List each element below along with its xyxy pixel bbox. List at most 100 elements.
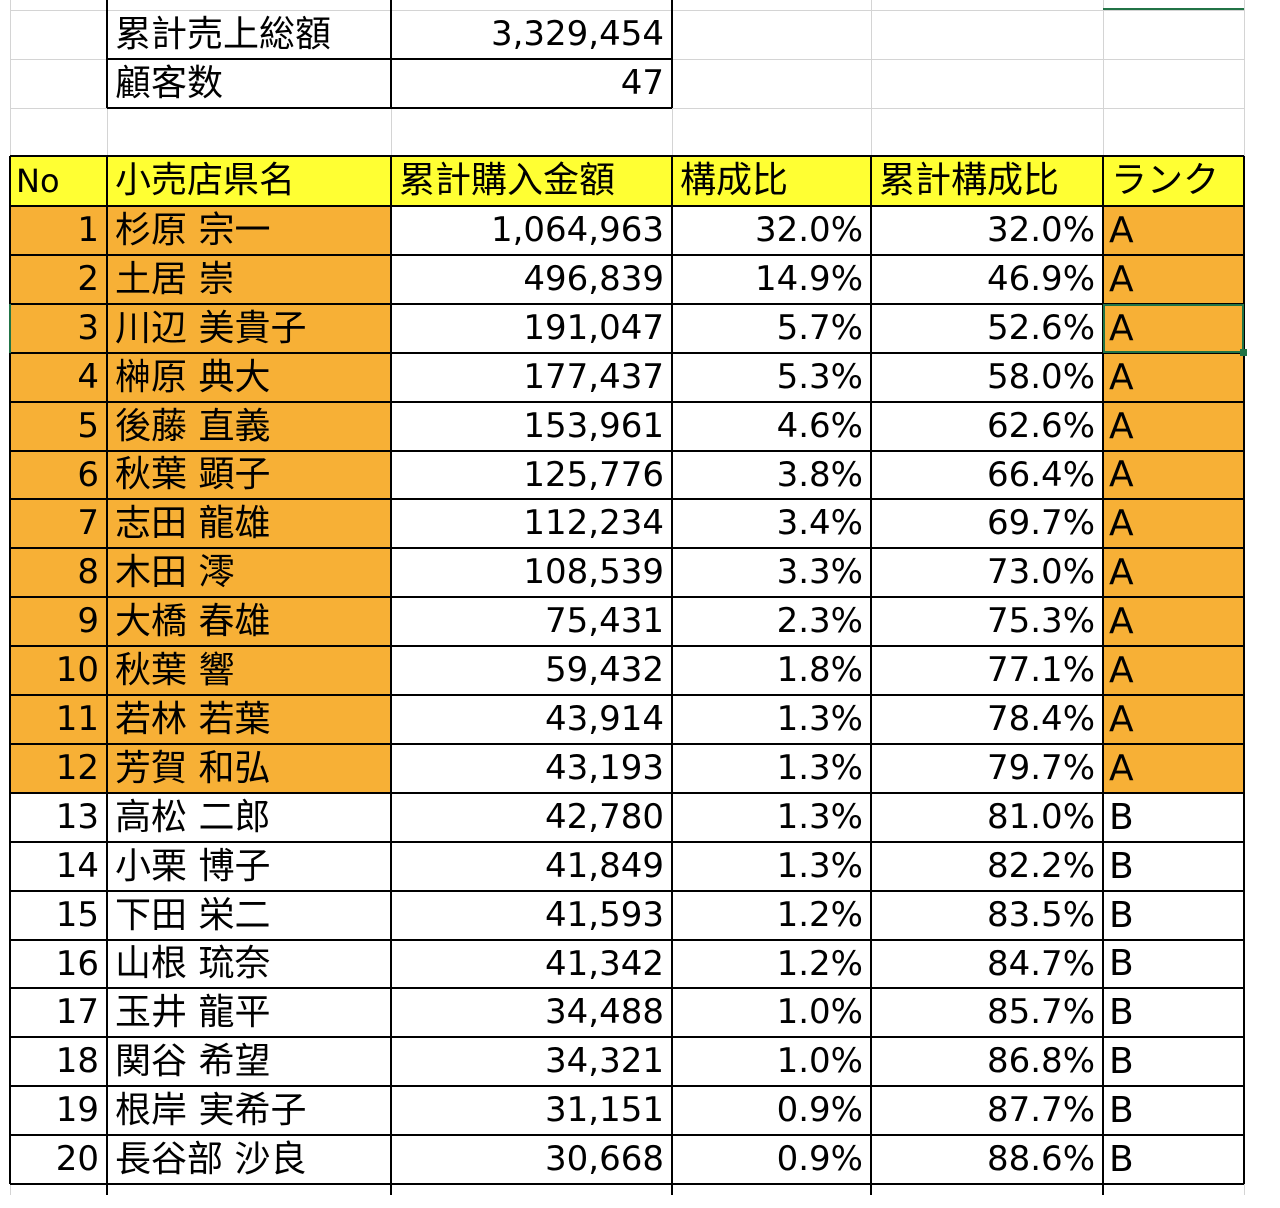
row-cum-cell[interactable]: 79.7% bbox=[986, 748, 1095, 788]
row-rank-cell[interactable]: B bbox=[1109, 895, 1134, 936]
row-cum-cell[interactable]: 52.6% bbox=[986, 308, 1095, 348]
row-no-cell[interactable]: 16 bbox=[55, 944, 99, 984]
row-name-cell[interactable]: 後藤 直義 bbox=[107, 402, 391, 451]
row-cum-cell[interactable]: 88.6% bbox=[986, 1139, 1095, 1179]
row-ratio-cell[interactable]: 14.9% bbox=[754, 259, 863, 299]
summary-label[interactable]: 顧客数 bbox=[115, 63, 224, 104]
row-name-cell[interactable]: 木田 澪 bbox=[107, 548, 391, 597]
row-ratio-cell[interactable]: 1.3% bbox=[776, 846, 863, 886]
row-name-cell[interactable]: 玉井 龍平 bbox=[115, 992, 271, 1033]
row-no-cell[interactable]: 18 bbox=[55, 1041, 99, 1081]
row-amount-cell[interactable]: 1,064,963 bbox=[490, 210, 664, 250]
summary-value[interactable]: 3,329,454 bbox=[490, 14, 664, 54]
row-cum-cell[interactable]: 87.7% bbox=[986, 1090, 1095, 1130]
row-no-cell[interactable]: 4 bbox=[10, 353, 107, 402]
summary-label[interactable]: 累計売上総額 bbox=[115, 14, 332, 55]
row-name-cell[interactable]: 関谷 希望 bbox=[115, 1041, 271, 1082]
row-amount-cell[interactable]: 75,431 bbox=[545, 601, 664, 641]
header-cum[interactable]: 累計構成比 bbox=[871, 156, 1103, 206]
row-rank-cell[interactable]: B bbox=[1109, 797, 1134, 838]
row-no-cell[interactable]: 9 bbox=[10, 597, 107, 646]
row-amount-cell[interactable]: 41,593 bbox=[545, 895, 664, 935]
row-ratio-cell[interactable]: 1.0% bbox=[776, 992, 863, 1032]
row-cum-cell[interactable]: 81.0% bbox=[986, 797, 1095, 837]
row-rank-cell[interactable]: A bbox=[1103, 451, 1244, 499]
row-ratio-cell[interactable]: 1.3% bbox=[776, 699, 863, 739]
row-no-cell[interactable]: 2 bbox=[10, 255, 107, 304]
row-ratio-cell[interactable]: 0.9% bbox=[776, 1139, 863, 1179]
row-cum-cell[interactable]: 62.6% bbox=[986, 406, 1095, 446]
row-ratio-cell[interactable]: 0.9% bbox=[776, 1090, 863, 1130]
row-name-cell[interactable]: 榊原 典大 bbox=[107, 353, 391, 402]
row-cum-cell[interactable]: 82.2% bbox=[986, 846, 1095, 886]
row-ratio-cell[interactable]: 1.3% bbox=[776, 748, 863, 788]
row-amount-cell[interactable]: 112,234 bbox=[523, 503, 664, 543]
row-name-cell[interactable]: 秋葉 顕子 bbox=[107, 451, 391, 499]
row-amount-cell[interactable]: 43,914 bbox=[545, 699, 664, 739]
row-cum-cell[interactable]: 58.0% bbox=[986, 357, 1095, 397]
row-name-cell[interactable]: 秋葉 響 bbox=[107, 646, 391, 695]
row-rank-cell[interactable]: B bbox=[1109, 992, 1134, 1033]
row-rank-cell[interactable]: A bbox=[1103, 499, 1244, 548]
row-name-cell[interactable]: 下田 栄二 bbox=[115, 895, 271, 936]
row-amount-cell[interactable]: 191,047 bbox=[523, 308, 664, 348]
header-ratio[interactable]: 構成比 bbox=[672, 156, 871, 206]
row-name-cell[interactable]: 根岸 実希子 bbox=[115, 1090, 307, 1131]
row-ratio-cell[interactable]: 5.3% bbox=[776, 357, 863, 397]
row-ratio-cell[interactable]: 32.0% bbox=[754, 210, 863, 250]
header-rank[interactable]: ランク bbox=[1103, 156, 1244, 206]
row-no-cell[interactable]: 17 bbox=[55, 992, 99, 1032]
row-rank-cell[interactable]: A bbox=[1103, 402, 1244, 451]
row-cum-cell[interactable]: 77.1% bbox=[986, 650, 1095, 690]
row-rank-cell[interactable]: B bbox=[1109, 943, 1134, 984]
row-cum-cell[interactable]: 32.0% bbox=[986, 210, 1095, 250]
row-name-cell[interactable]: 小栗 博子 bbox=[115, 846, 271, 887]
row-no-cell[interactable]: 12 bbox=[10, 744, 107, 793]
row-amount-cell[interactable]: 177,437 bbox=[523, 357, 664, 397]
row-ratio-cell[interactable]: 1.0% bbox=[776, 1041, 863, 1081]
row-amount-cell[interactable]: 59,432 bbox=[545, 650, 664, 690]
row-no-cell[interactable]: 5 bbox=[10, 402, 107, 451]
row-rank-cell[interactable]: B bbox=[1109, 1139, 1134, 1180]
row-no-cell[interactable]: 10 bbox=[10, 646, 107, 695]
row-rank-cell[interactable]: A bbox=[1103, 353, 1244, 402]
row-rank-cell[interactable]: A bbox=[1103, 597, 1244, 646]
row-ratio-cell[interactable]: 1.3% bbox=[776, 797, 863, 837]
header-no[interactable]: No bbox=[10, 156, 107, 206]
row-cum-cell[interactable]: 46.9% bbox=[986, 259, 1095, 299]
row-name-cell[interactable]: 高松 二郎 bbox=[115, 797, 271, 838]
row-name-cell[interactable]: 大橋 春雄 bbox=[107, 597, 391, 646]
row-no-cell[interactable]: 11 bbox=[10, 695, 107, 744]
row-no-cell[interactable]: 13 bbox=[55, 797, 99, 837]
row-no-cell[interactable]: 1 bbox=[10, 206, 107, 255]
row-name-cell[interactable]: 芳賀 和弘 bbox=[107, 744, 391, 793]
row-amount-cell[interactable]: 108,539 bbox=[523, 552, 664, 592]
row-ratio-cell[interactable]: 1.8% bbox=[776, 650, 863, 690]
row-no-cell[interactable]: 20 bbox=[55, 1139, 99, 1179]
row-rank-cell[interactable]: A bbox=[1103, 695, 1244, 744]
row-amount-cell[interactable]: 43,193 bbox=[545, 748, 664, 788]
row-amount-cell[interactable]: 30,668 bbox=[545, 1139, 664, 1179]
row-ratio-cell[interactable]: 3.4% bbox=[776, 503, 863, 543]
row-amount-cell[interactable]: 41,342 bbox=[545, 944, 664, 984]
row-no-cell[interactable]: 7 bbox=[10, 499, 107, 548]
row-cum-cell[interactable]: 66.4% bbox=[986, 455, 1095, 495]
row-cum-cell[interactable]: 86.8% bbox=[986, 1041, 1095, 1081]
row-ratio-cell[interactable]: 4.6% bbox=[776, 406, 863, 446]
row-amount-cell[interactable]: 496,839 bbox=[523, 259, 664, 299]
row-ratio-cell[interactable]: 1.2% bbox=[776, 944, 863, 984]
row-amount-cell[interactable]: 125,776 bbox=[523, 455, 664, 495]
row-name-cell[interactable]: 杉原 宗一 bbox=[107, 206, 391, 255]
row-rank-cell[interactable]: A bbox=[1103, 548, 1244, 597]
row-ratio-cell[interactable]: 5.7% bbox=[776, 308, 863, 348]
row-ratio-cell[interactable]: 1.2% bbox=[776, 895, 863, 935]
row-amount-cell[interactable]: 41,849 bbox=[545, 846, 664, 886]
row-rank-cell[interactable]: A bbox=[1103, 255, 1244, 304]
header-amount[interactable]: 累計購入金額 bbox=[391, 156, 672, 206]
row-amount-cell[interactable]: 31,151 bbox=[545, 1090, 664, 1130]
row-rank-cell[interactable]: A bbox=[1103, 646, 1244, 695]
summary-value[interactable]: 47 bbox=[620, 63, 664, 103]
row-ratio-cell[interactable]: 2.3% bbox=[776, 601, 863, 641]
row-cum-cell[interactable]: 73.0% bbox=[986, 552, 1095, 592]
row-no-cell[interactable]: 19 bbox=[55, 1090, 99, 1130]
